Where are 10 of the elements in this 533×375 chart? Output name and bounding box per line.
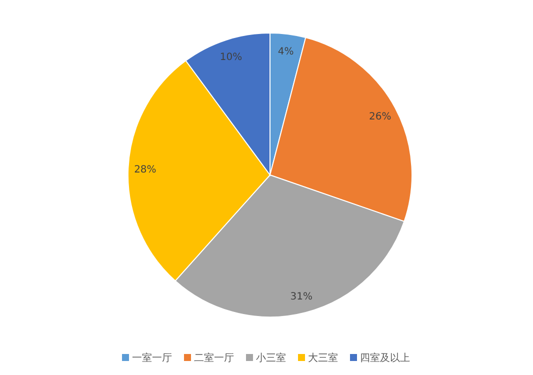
data-label: 28% — [134, 164, 156, 176]
legend-label: 一室一厅 — [132, 352, 172, 364]
legend-label: 二室一厅 — [194, 352, 234, 364]
legend-label: 大三室 — [308, 352, 338, 364]
legend-label: 小三室 — [256, 352, 286, 364]
legend-label: 四室及以上 — [360, 352, 410, 364]
data-label: 26% — [369, 111, 392, 122]
data-label: 31% — [290, 291, 312, 302]
data-label: 4% — [278, 46, 294, 58]
data-label: 10% — [220, 52, 242, 63]
